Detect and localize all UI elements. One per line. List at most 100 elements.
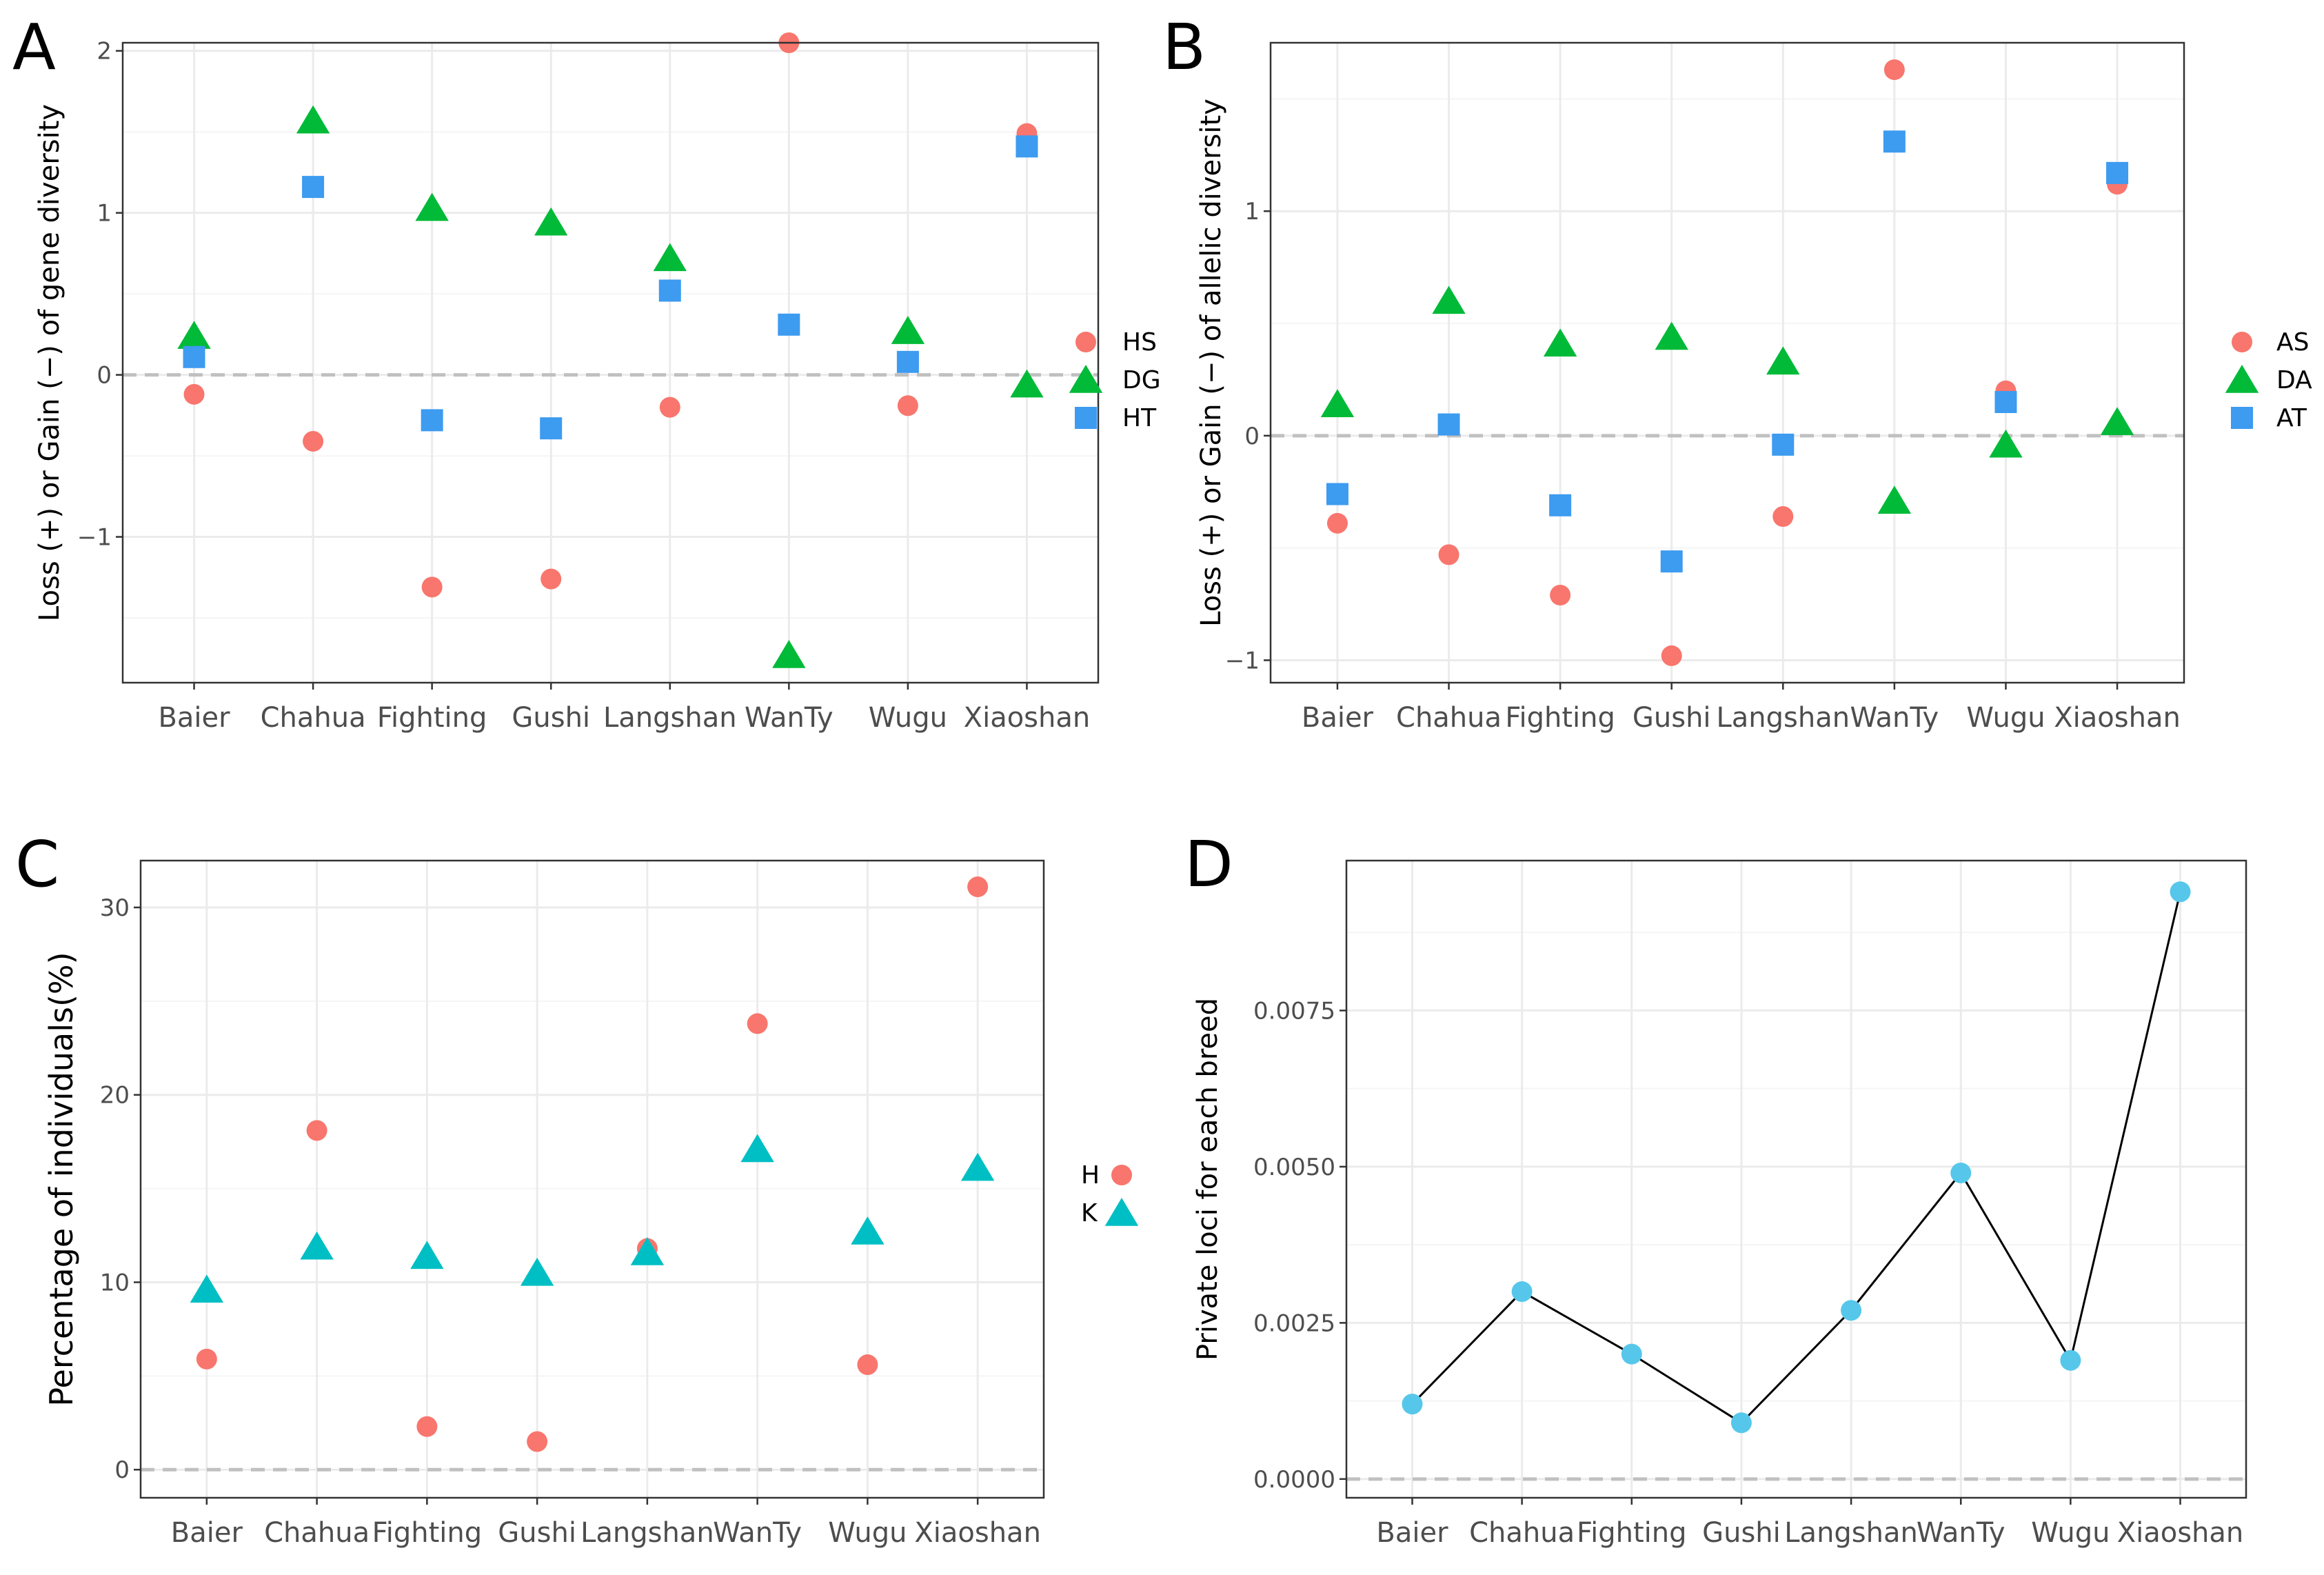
data-point-as — [1883, 59, 1905, 81]
data-point-dg — [177, 321, 211, 349]
data-point-dg — [653, 243, 687, 272]
x-tick-label: WanTy — [745, 702, 833, 734]
panel-d: 0.0000 0.0025 0.0050 0.0075 Baier Chahua Fight… — [1184, 827, 2247, 1549]
x-tick-label: Xiaoshan — [2117, 1517, 2244, 1549]
data-point-as — [1550, 585, 1571, 606]
data-point-as — [1326, 512, 1348, 534]
legend-label: HT — [1122, 404, 1157, 432]
x-tick-label: Baier — [171, 1517, 243, 1549]
data-point-h — [857, 1354, 878, 1376]
x-tick-label: Langshan — [1716, 702, 1850, 734]
data-point-k — [520, 1257, 554, 1286]
data-point-k — [300, 1231, 334, 1260]
legend-key-hs — [1075, 332, 1096, 352]
y-tick-label: 20 — [100, 1082, 130, 1110]
x-tick-label: Gushi — [512, 702, 590, 734]
data-point-da — [1320, 389, 1355, 417]
x-tick-label: Wugu — [828, 1517, 907, 1549]
plot-frame — [139, 859, 1045, 1499]
y-axis-title: Loss (+) or Gain (−) of gene diversity — [34, 104, 65, 621]
y-tick-label: 0 — [97, 362, 112, 390]
data-point-as — [1661, 645, 1682, 666]
data-point-ht — [1016, 135, 1038, 158]
legend-label: K — [1081, 1199, 1098, 1227]
data-point-hs — [897, 395, 918, 417]
data-point-private-loci — [1621, 1343, 1642, 1365]
data-point-da — [1877, 485, 1912, 514]
x-tick-label: Gushi — [498, 1517, 576, 1549]
legend-key-k — [1104, 1198, 1139, 1226]
data-point-private-loci — [1402, 1394, 1423, 1415]
data-point-at — [1326, 483, 1348, 505]
plot-frame — [1269, 41, 2185, 684]
legend-key-da — [2225, 365, 2259, 393]
x-tick-label: Xiaoshan — [914, 1517, 1041, 1549]
legend: HS DG HT — [1069, 328, 1161, 432]
panel-letter: A — [12, 10, 56, 84]
y-axis-title: Private loci for each breed — [1192, 998, 1224, 1361]
plot-background — [1271, 43, 2184, 683]
legend-key-dg — [1069, 365, 1103, 393]
x-tick-label: Chahua — [1469, 1517, 1575, 1549]
data-point-k — [960, 1152, 995, 1181]
x-tick-label: Xiaoshan — [2054, 702, 2181, 734]
legend-key-ht — [1075, 407, 1097, 429]
data-point-as — [1772, 506, 1794, 528]
data-point-da — [1655, 321, 1688, 350]
legend-label: AS — [2276, 328, 2309, 357]
data-point-k — [630, 1236, 665, 1265]
y-tick-label: −1 — [1225, 647, 1260, 674]
panel-letter: B — [1162, 10, 1206, 84]
x-tick-label: Xiaoshan — [964, 702, 1091, 734]
data-point-at — [1994, 390, 2017, 413]
data-point-dg — [534, 207, 568, 236]
data-point-at — [1772, 433, 1795, 456]
y-tick-label: 0 — [1244, 423, 1260, 450]
x-tick-label: Gushi — [1702, 1517, 1781, 1549]
plot-frame — [121, 41, 1100, 684]
data-point-h — [196, 1348, 217, 1370]
data-point-da — [1989, 429, 2023, 458]
data-point-at — [1883, 130, 1906, 153]
data-point-da — [1432, 285, 1466, 314]
x-tick-label: Gushi — [1633, 702, 1711, 734]
y-tick-label: 0.0000 — [1253, 1466, 1335, 1494]
plot-frame — [1345, 859, 2247, 1499]
data-point-k — [740, 1134, 774, 1163]
series-line — [1411, 891, 2181, 1425]
data-point-at — [1549, 494, 1572, 516]
x-tick-label: Baier — [1376, 1517, 1448, 1549]
data-point-k — [851, 1216, 885, 1245]
data-point-private-loci — [1511, 1281, 1533, 1303]
data-point-at — [2106, 161, 2129, 184]
panel-letter: D — [1184, 827, 1233, 901]
legend: HK — [1081, 1161, 1139, 1227]
data-point-da — [1766, 346, 1800, 375]
data-point-at — [1660, 550, 1683, 573]
data-point-ht — [302, 176, 325, 199]
data-point-dg — [1010, 369, 1044, 398]
y-tick-label: 0.0025 — [1253, 1310, 1335, 1337]
data-point-h — [747, 1013, 768, 1034]
panel-b: −1 0 1 Baier Chahua Fighting Gushi Langshan WanT… — [1162, 10, 2312, 734]
x-tick-label: Fighting — [1505, 702, 1615, 734]
data-point-hs — [421, 576, 443, 598]
data-point-da — [2100, 407, 2134, 435]
data-point-hs — [659, 397, 680, 418]
y-axis-title: Percentage of individuals(%) — [43, 952, 80, 1406]
data-point-private-loci — [2170, 881, 2191, 903]
legend-key-as — [2232, 332, 2252, 352]
y-tick-label: −1 — [77, 524, 112, 552]
data-point-hs — [183, 383, 205, 405]
plot-background — [123, 43, 1098, 683]
y-tick-label: 0 — [114, 1456, 130, 1484]
data-point-at — [1437, 413, 1460, 436]
y-tick-label: 2 — [97, 38, 112, 66]
y-tick-label: 30 — [100, 894, 130, 922]
data-point-k — [190, 1274, 224, 1303]
plot-background — [141, 861, 1044, 1498]
legend-label: DA — [2276, 366, 2312, 394]
x-tick-label: Chahua — [1396, 702, 1502, 734]
data-point-h — [416, 1416, 438, 1437]
panel-a: −1 0 1 2 Baier Chahua Fighting Gushi Langshan Wan… — [12, 10, 1161, 734]
